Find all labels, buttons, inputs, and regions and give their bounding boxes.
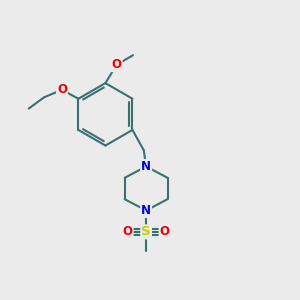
Text: O: O (160, 225, 170, 239)
Text: N: N (141, 204, 151, 217)
Text: O: O (123, 225, 133, 239)
Text: S: S (141, 225, 151, 239)
Text: O: O (57, 83, 67, 96)
Text: O: O (112, 58, 122, 71)
Text: N: N (141, 160, 151, 173)
Text: N: N (141, 160, 151, 173)
